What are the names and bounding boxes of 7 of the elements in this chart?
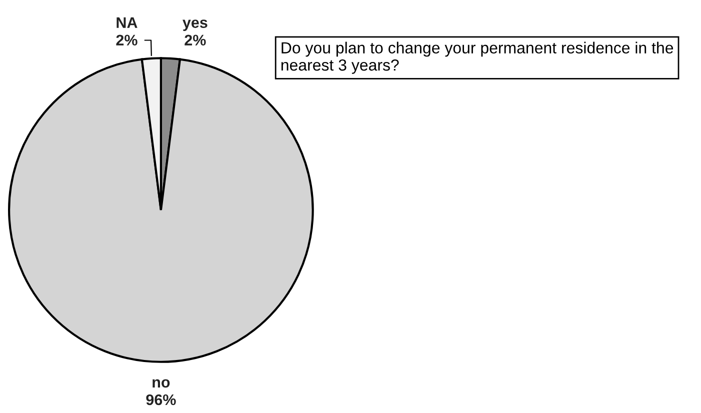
text: Do you plan to change your permanent residence in the nearest 3 years? <box>281 42 674 74</box>
slice-label: yes <box>182 20 208 31</box>
data-label: 2% <box>116 34 138 46</box>
data-label: 96% <box>146 394 176 406</box>
slice-label: no <box>152 379 170 388</box>
slice-label: NA <box>116 17 138 28</box>
data-label: 2% <box>184 34 206 46</box>
